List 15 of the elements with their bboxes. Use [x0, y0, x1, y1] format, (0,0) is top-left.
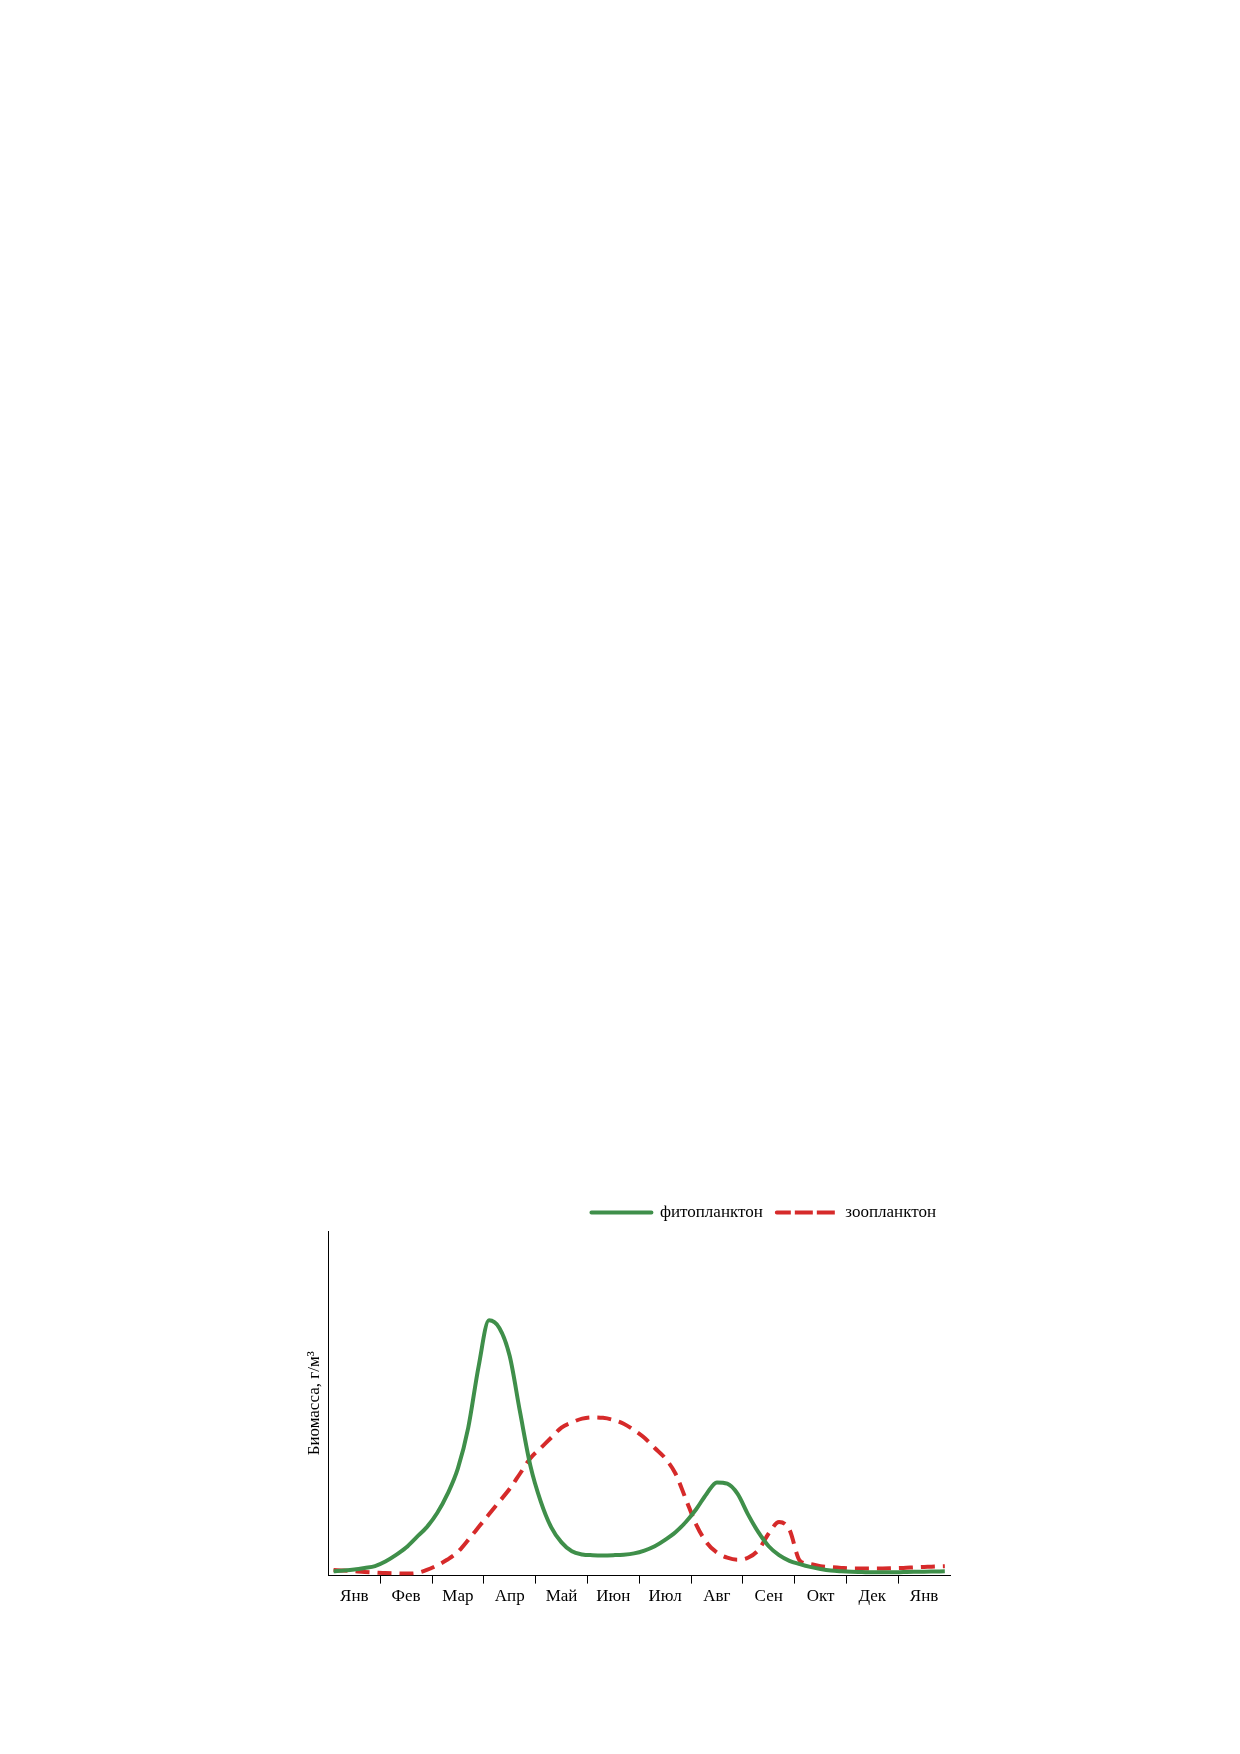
- x-tick-label: Дек: [858, 1586, 887, 1606]
- legend-label: фитопланктон: [659, 1201, 763, 1221]
- x-tick-label: Авг: [703, 1586, 731, 1606]
- y-axis-title: Биомасса, г/м³: [303, 1351, 323, 1456]
- x-tick-label: Мар: [442, 1586, 474, 1606]
- x-tick-label: Апр: [494, 1586, 525, 1606]
- x-tick-label: Янв: [340, 1586, 369, 1606]
- x-tick-label: Май: [545, 1586, 578, 1606]
- legend-label: зоопланктон: [845, 1201, 937, 1221]
- x-tick-label: Июл: [648, 1586, 683, 1606]
- x-tick-label: Июн: [596, 1586, 631, 1606]
- x-tick-label: Сен: [754, 1586, 783, 1606]
- x-tick-label: Фев: [391, 1586, 421, 1606]
- x-tick-label: Окт: [806, 1586, 835, 1606]
- x-tick-label: Янв: [909, 1586, 939, 1606]
